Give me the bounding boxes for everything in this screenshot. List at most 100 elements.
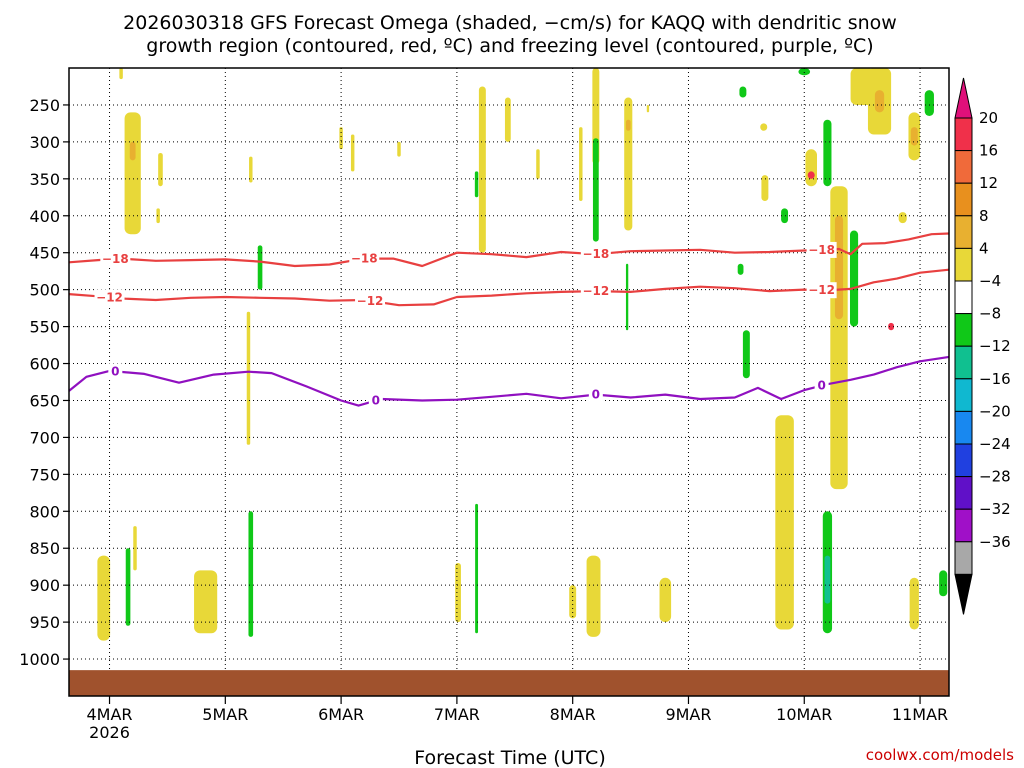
omega-patch <box>824 555 831 604</box>
contour-label: 0 <box>111 364 119 378</box>
colorbar-label: −4 <box>979 272 1001 290</box>
colorbar-label: −8 <box>979 305 1001 323</box>
omega-patch <box>397 141 401 157</box>
omega-patch <box>248 511 254 637</box>
omega-patch <box>475 503 479 634</box>
y-tick-label: 750 <box>29 465 60 484</box>
omega-patch <box>924 90 934 117</box>
omega-patch <box>850 230 859 327</box>
x-axis-label: Forecast Time (UTC) <box>414 747 605 768</box>
colorbar-label: −12 <box>979 337 1011 355</box>
omega-patch <box>823 119 832 187</box>
colorbar-segment <box>954 215 973 249</box>
colorbar-segment <box>954 313 973 347</box>
colorbar-label: −16 <box>979 370 1011 388</box>
colorbar-label: 20 <box>979 109 998 127</box>
temperature-contours: −18 −18 −18 −18 −12 −12 −12 −12 0 0 0 0 <box>68 232 950 409</box>
omega-patch <box>939 570 948 597</box>
contour-label-bg <box>349 250 380 267</box>
omega-patch <box>125 548 131 626</box>
colorbar-segment <box>954 117 973 152</box>
colorbar-label: −36 <box>979 533 1011 551</box>
contour-label-bg <box>580 246 611 263</box>
y-tick-label: 650 <box>29 391 60 410</box>
x-tick-label: 7MAR <box>434 705 480 724</box>
omega-patch <box>909 577 919 630</box>
y-tick-label: 850 <box>29 539 60 558</box>
colorbar-label: 16 <box>979 142 998 160</box>
x-tick-label: 10MAR <box>776 705 832 724</box>
omega-patch <box>834 215 844 320</box>
y-tick-label: 400 <box>29 207 60 226</box>
omega-patch <box>569 585 577 619</box>
x-tick-label: 6MAR <box>318 705 364 724</box>
omega-patch <box>874 90 885 113</box>
colorbar-segment <box>954 541 973 575</box>
omega-patch <box>798 68 811 76</box>
omega-patch <box>888 322 894 331</box>
colorbar-segment <box>954 508 973 543</box>
contour-label-bg <box>368 392 383 409</box>
omega-patch <box>739 86 747 98</box>
omega-patch <box>659 577 672 623</box>
colorbar-segment <box>954 476 973 510</box>
x-tick-label: 8MAR <box>550 705 596 724</box>
y-tick-label: 1000 <box>19 650 60 669</box>
omega-patch <box>257 245 263 290</box>
omega-patch <box>625 263 629 331</box>
omega-patch <box>129 141 136 161</box>
omega-patch <box>761 175 769 201</box>
omega-patch <box>579 127 583 201</box>
colorbar-label: −24 <box>979 435 1011 453</box>
omega-patch <box>646 104 650 113</box>
contour-label: −18 <box>582 247 609 261</box>
x-tick-sublabel: 2026 <box>89 723 130 742</box>
contour-label: −12 <box>357 294 384 308</box>
chart-title-line1: 2026030318 GFS Forecast Omega (shaded, −… <box>123 12 897 34</box>
contour-label-bg <box>94 289 125 306</box>
x-tick-label: 9MAR <box>665 705 711 724</box>
omega-patch <box>124 112 141 235</box>
omega-patch <box>504 97 511 142</box>
chart-title-line2: growth region (contoured, red, ºC) and f… <box>146 35 873 57</box>
y-tick-label: 350 <box>29 170 60 189</box>
colorbar-label: 4 <box>979 239 989 257</box>
x-tick-label: 11MAR <box>892 705 948 724</box>
omega-patch <box>478 86 486 253</box>
contour-label: −12 <box>96 290 123 304</box>
omega-patch <box>194 570 218 634</box>
y-tick-label: 700 <box>29 428 60 447</box>
contour-label-bg <box>580 283 611 300</box>
omega-patch <box>97 555 111 641</box>
omega-patch <box>737 263 744 275</box>
contour-label: 0 <box>592 388 600 402</box>
credit-text: coolwx.com/models <box>866 746 1014 764</box>
omega-patch <box>133 526 137 571</box>
colorbar-segment <box>954 150 973 184</box>
colorbar-segment <box>954 378 973 412</box>
contour-label-bg <box>806 241 837 258</box>
omega-patch <box>158 152 163 187</box>
colorbar-label: 8 <box>979 207 989 225</box>
omega-patch <box>350 134 355 172</box>
omega-patch <box>898 212 907 224</box>
contour-label: −18 <box>808 243 835 257</box>
y-tick-label: 800 <box>29 502 60 521</box>
colorbar-segment <box>954 410 973 445</box>
colorbar-segment <box>954 280 973 315</box>
colorbar-label: 12 <box>979 174 998 192</box>
contour-label: −18 <box>351 252 378 266</box>
omega-patch <box>455 563 461 623</box>
grid-lines <box>69 68 949 696</box>
y-tick-label: 300 <box>29 133 60 152</box>
y-tick-label: 550 <box>29 318 60 337</box>
contour-label-bg <box>588 386 603 403</box>
contour-label: −18 <box>102 252 129 266</box>
colorbar-segment <box>954 247 973 282</box>
contour-label: −12 <box>582 284 609 298</box>
contour-label-bg <box>108 363 123 380</box>
colorbar-top-arrow <box>954 77 973 119</box>
omega-patch <box>850 68 874 105</box>
omega-patch <box>775 415 794 630</box>
